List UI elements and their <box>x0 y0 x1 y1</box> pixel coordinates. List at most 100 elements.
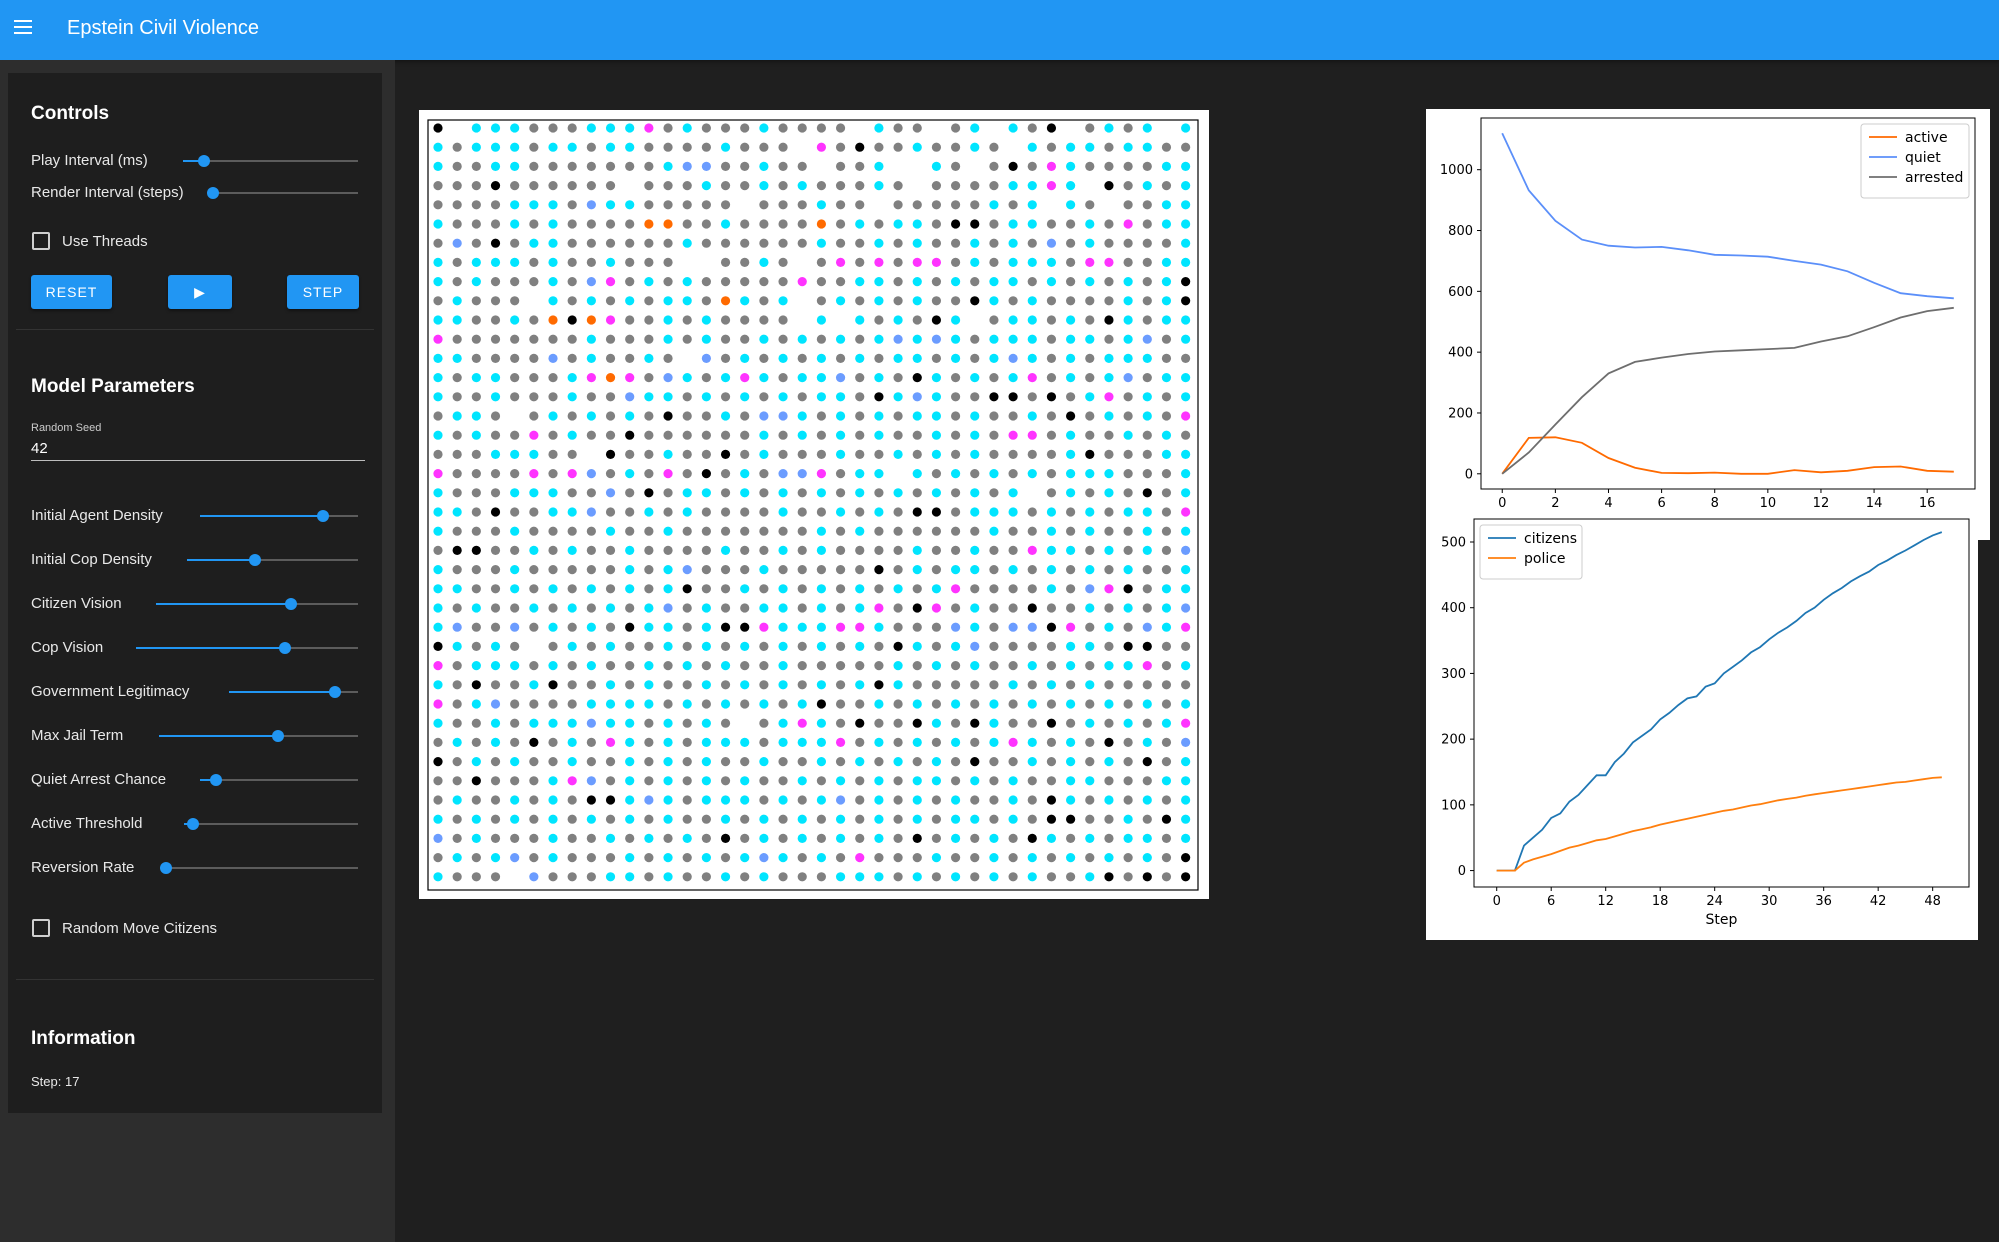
play-interval-slider[interactable] <box>183 155 358 167</box>
quiet-citizen <box>510 661 520 671</box>
quiet-citizen <box>1181 315 1191 325</box>
quiet-arrest-chance-slider[interactable] <box>200 774 358 786</box>
step-button[interactable]: STEP <box>287 275 359 309</box>
cop-agent <box>835 545 846 555</box>
arrested-agent <box>931 315 942 325</box>
slider-thumb[interactable] <box>186 818 199 830</box>
quiet-citizen <box>950 737 961 748</box>
cop-agent <box>816 257 826 267</box>
citizen-agent <box>1085 584 1095 594</box>
slider-fill <box>159 735 279 737</box>
slider-thumb[interactable] <box>207 187 219 199</box>
citizen-agent <box>816 469 826 479</box>
citizen-agent <box>1104 392 1114 402</box>
play-button[interactable]: ▶ <box>168 275 232 309</box>
slider-thumb[interactable] <box>209 774 222 786</box>
quiet-citizen <box>548 142 558 152</box>
random-seed-input[interactable] <box>31 436 365 461</box>
reversion-rate-slider[interactable] <box>160 862 358 874</box>
cop-agent <box>682 776 692 786</box>
cop-agent <box>931 142 942 152</box>
cop-agent <box>1085 430 1095 440</box>
active-threshold-slider[interactable] <box>184 818 358 830</box>
quiet-citizen <box>778 392 788 402</box>
cop-agent <box>950 161 961 171</box>
cop-agent <box>1161 641 1172 652</box>
quiet-citizen <box>816 315 826 325</box>
government-legitimacy-slider[interactable] <box>229 686 358 698</box>
slider-thumb[interactable] <box>160 862 172 874</box>
slider-thumb[interactable] <box>278 642 291 654</box>
cop-agent <box>548 430 558 440</box>
arrested-agent <box>1046 814 1057 824</box>
cop-agent <box>835 853 846 863</box>
quiet-citizen <box>490 737 501 748</box>
slider-thumb[interactable] <box>317 510 330 522</box>
quiet-citizen <box>1161 257 1172 267</box>
quiet-citizen <box>644 353 654 363</box>
information-title: Information <box>31 1028 136 1049</box>
cop-agent <box>586 219 596 229</box>
cop-agent <box>855 449 865 459</box>
cop-agent <box>605 219 616 229</box>
cop-agent <box>644 181 654 191</box>
cop-agent <box>452 219 462 229</box>
quiet-citizen <box>740 776 750 786</box>
quiet-citizen <box>510 795 520 805</box>
cop-agent <box>1008 296 1018 306</box>
quiet-citizen <box>1181 219 1191 229</box>
quiet-citizen <box>452 641 462 652</box>
cop-agent <box>855 737 865 748</box>
cop-agent <box>720 641 731 652</box>
cop-vision-slider[interactable] <box>136 642 358 654</box>
render-interval-slider[interactable] <box>207 187 358 199</box>
cop-agent <box>740 161 750 171</box>
slider-thumb[interactable] <box>249 554 262 566</box>
initial-cop-density-slider[interactable] <box>187 554 358 566</box>
cop-agent <box>740 277 750 287</box>
cop-agent <box>529 277 539 287</box>
citizen-vision-slider[interactable] <box>156 598 358 610</box>
render-interval-label: Render Interval (steps) <box>31 184 184 201</box>
quiet-citizen <box>548 661 558 671</box>
quiet-citizen <box>912 296 922 306</box>
random-move-checkbox[interactable] <box>32 919 50 937</box>
quiet-citizen <box>567 737 577 748</box>
slider-thumb[interactable] <box>285 598 298 610</box>
cop-agent <box>950 853 961 863</box>
cop-agent <box>1104 238 1114 248</box>
quiet-citizen <box>1008 373 1018 383</box>
cop-agent <box>663 545 673 555</box>
cop-agent <box>1161 833 1172 844</box>
cop-agent <box>625 277 635 287</box>
menu-icon[interactable] <box>14 20 32 34</box>
cop-agent <box>586 680 596 690</box>
cop-agent <box>759 142 769 152</box>
cop-agent <box>1142 200 1152 210</box>
cop-agent <box>740 757 750 767</box>
quiet-citizen <box>1046 833 1057 844</box>
cop-agent <box>433 737 443 748</box>
quiet-citizen <box>1008 257 1018 267</box>
quiet-citizen <box>1085 392 1095 402</box>
initial-agent-density-slider[interactable] <box>200 510 358 522</box>
slider-thumb[interactable] <box>272 730 285 742</box>
quiet-citizen <box>931 757 942 767</box>
max-jail-term-slider[interactable] <box>159 730 358 742</box>
reset-button[interactable]: RESET <box>31 275 112 309</box>
slider-thumb[interactable] <box>198 155 210 167</box>
quiet-citizen <box>1161 584 1172 594</box>
quiet-series-line <box>1501 132 1954 300</box>
quiet-citizen <box>1181 238 1191 248</box>
use-threads-checkbox[interactable] <box>32 232 50 250</box>
cop-agent <box>989 545 999 555</box>
citizen-agent <box>970 641 980 652</box>
cop-agent <box>644 449 654 459</box>
slider-thumb[interactable] <box>328 686 341 698</box>
y-tick-label: 1000 <box>1440 163 1473 178</box>
cop-agent <box>912 622 922 632</box>
quiet-citizen <box>548 853 558 863</box>
citizen-agent <box>1104 584 1114 594</box>
cop-agent <box>989 315 999 325</box>
arrested-agent <box>970 757 980 767</box>
